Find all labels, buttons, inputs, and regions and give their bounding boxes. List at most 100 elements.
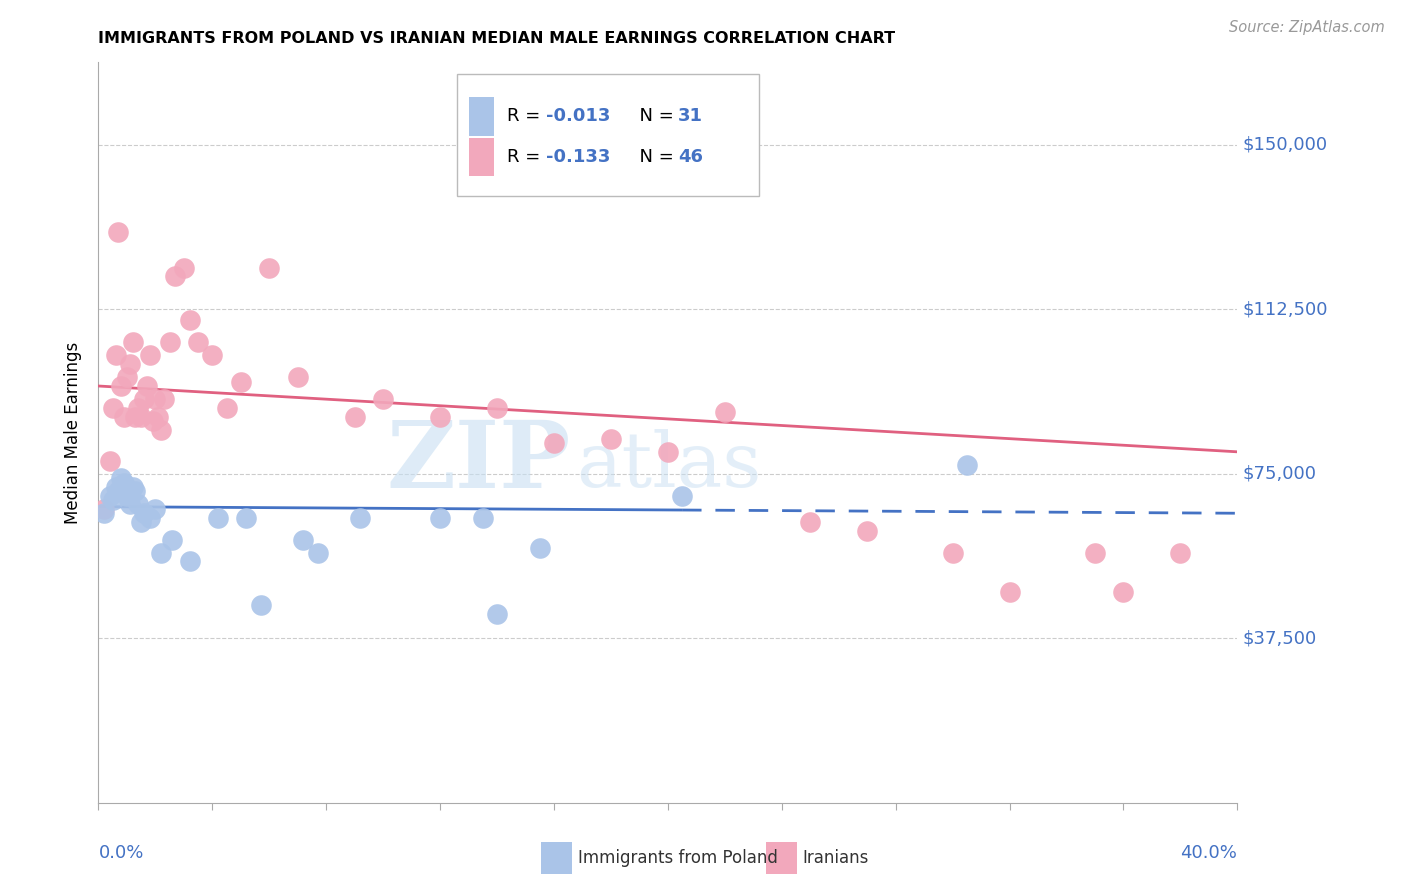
- Point: [110, 379, 132, 393]
- Point: [118, 357, 141, 371]
- Point: [179, 313, 201, 327]
- Point: [132, 392, 155, 406]
- Point: [153, 392, 176, 406]
- Point: [471, 510, 494, 524]
- Point: [1112, 585, 1135, 599]
- Point: [138, 348, 160, 362]
- Text: N =: N =: [628, 148, 679, 166]
- Point: [148, 409, 170, 424]
- Point: [101, 493, 124, 508]
- Point: [124, 409, 146, 424]
- Point: [129, 409, 152, 424]
- Point: [150, 546, 173, 560]
- Point: [162, 533, 184, 547]
- Text: Iranians: Iranians: [803, 849, 869, 867]
- Point: [179, 554, 201, 568]
- Point: [349, 510, 371, 524]
- Point: [141, 414, 163, 428]
- Point: [287, 370, 309, 384]
- Point: [145, 501, 167, 516]
- Text: 46: 46: [678, 148, 703, 166]
- Point: [107, 484, 129, 499]
- Text: 0.0%: 0.0%: [98, 844, 143, 862]
- Text: -0.133: -0.133: [546, 148, 610, 166]
- Text: N =: N =: [628, 108, 679, 126]
- Point: [110, 471, 132, 485]
- Point: [998, 585, 1021, 599]
- Point: [138, 510, 160, 524]
- Point: [229, 375, 252, 389]
- Point: [101, 401, 124, 415]
- Point: [127, 498, 149, 512]
- Point: [159, 335, 181, 350]
- Point: [98, 453, 121, 467]
- Text: 40.0%: 40.0%: [1181, 844, 1237, 862]
- Point: [292, 533, 315, 547]
- Point: [124, 484, 146, 499]
- Point: [429, 409, 451, 424]
- Text: $150,000: $150,000: [1243, 136, 1329, 153]
- Text: atlas: atlas: [576, 429, 762, 503]
- Point: [486, 401, 509, 415]
- Point: [150, 423, 173, 437]
- Point: [118, 498, 141, 512]
- Point: [115, 489, 138, 503]
- Point: [104, 480, 127, 494]
- Point: [132, 506, 155, 520]
- Point: [104, 348, 127, 362]
- Point: [529, 541, 551, 556]
- Point: [112, 475, 135, 490]
- Point: [201, 348, 224, 362]
- Point: [135, 379, 157, 393]
- Point: [121, 480, 143, 494]
- FancyBboxPatch shape: [457, 73, 759, 195]
- Point: [259, 260, 281, 275]
- Text: R =: R =: [508, 108, 547, 126]
- Point: [714, 405, 737, 419]
- Point: [942, 546, 965, 560]
- Text: IMMIGRANTS FROM POLAND VS IRANIAN MEDIAN MALE EARNINGS CORRELATION CHART: IMMIGRANTS FROM POLAND VS IRANIAN MEDIAN…: [98, 31, 896, 46]
- Point: [249, 599, 271, 613]
- Text: ZIP: ZIP: [387, 417, 571, 508]
- Point: [343, 409, 366, 424]
- Point: [112, 409, 135, 424]
- Point: [799, 515, 821, 529]
- Point: [543, 436, 565, 450]
- Point: [93, 501, 115, 516]
- Bar: [468, 138, 494, 177]
- Point: [129, 515, 152, 529]
- Text: 31: 31: [678, 108, 703, 126]
- Point: [657, 445, 679, 459]
- Point: [600, 432, 623, 446]
- Text: $112,500: $112,500: [1243, 301, 1329, 318]
- Point: [145, 392, 167, 406]
- Point: [215, 401, 238, 415]
- Point: [165, 269, 187, 284]
- Point: [373, 392, 395, 406]
- Point: [107, 226, 129, 240]
- Point: [235, 510, 257, 524]
- Point: [486, 607, 509, 622]
- Point: [429, 510, 451, 524]
- Text: $75,000: $75,000: [1243, 465, 1317, 483]
- Point: [121, 335, 143, 350]
- Point: [115, 370, 138, 384]
- Point: [98, 489, 121, 503]
- Text: -0.013: -0.013: [546, 108, 610, 126]
- Bar: [541, 842, 572, 874]
- Point: [956, 458, 979, 472]
- Point: [671, 489, 693, 503]
- Point: [207, 510, 229, 524]
- Point: [856, 524, 879, 538]
- Point: [93, 506, 115, 520]
- Point: [127, 401, 149, 415]
- Point: [173, 260, 195, 275]
- Point: [1084, 546, 1107, 560]
- Point: [307, 546, 329, 560]
- Text: $37,500: $37,500: [1243, 629, 1317, 648]
- Text: R =: R =: [508, 148, 547, 166]
- Point: [187, 335, 209, 350]
- Text: Immigrants from Poland: Immigrants from Poland: [578, 849, 778, 867]
- Y-axis label: Median Male Earnings: Median Male Earnings: [65, 342, 83, 524]
- Point: [1170, 546, 1192, 560]
